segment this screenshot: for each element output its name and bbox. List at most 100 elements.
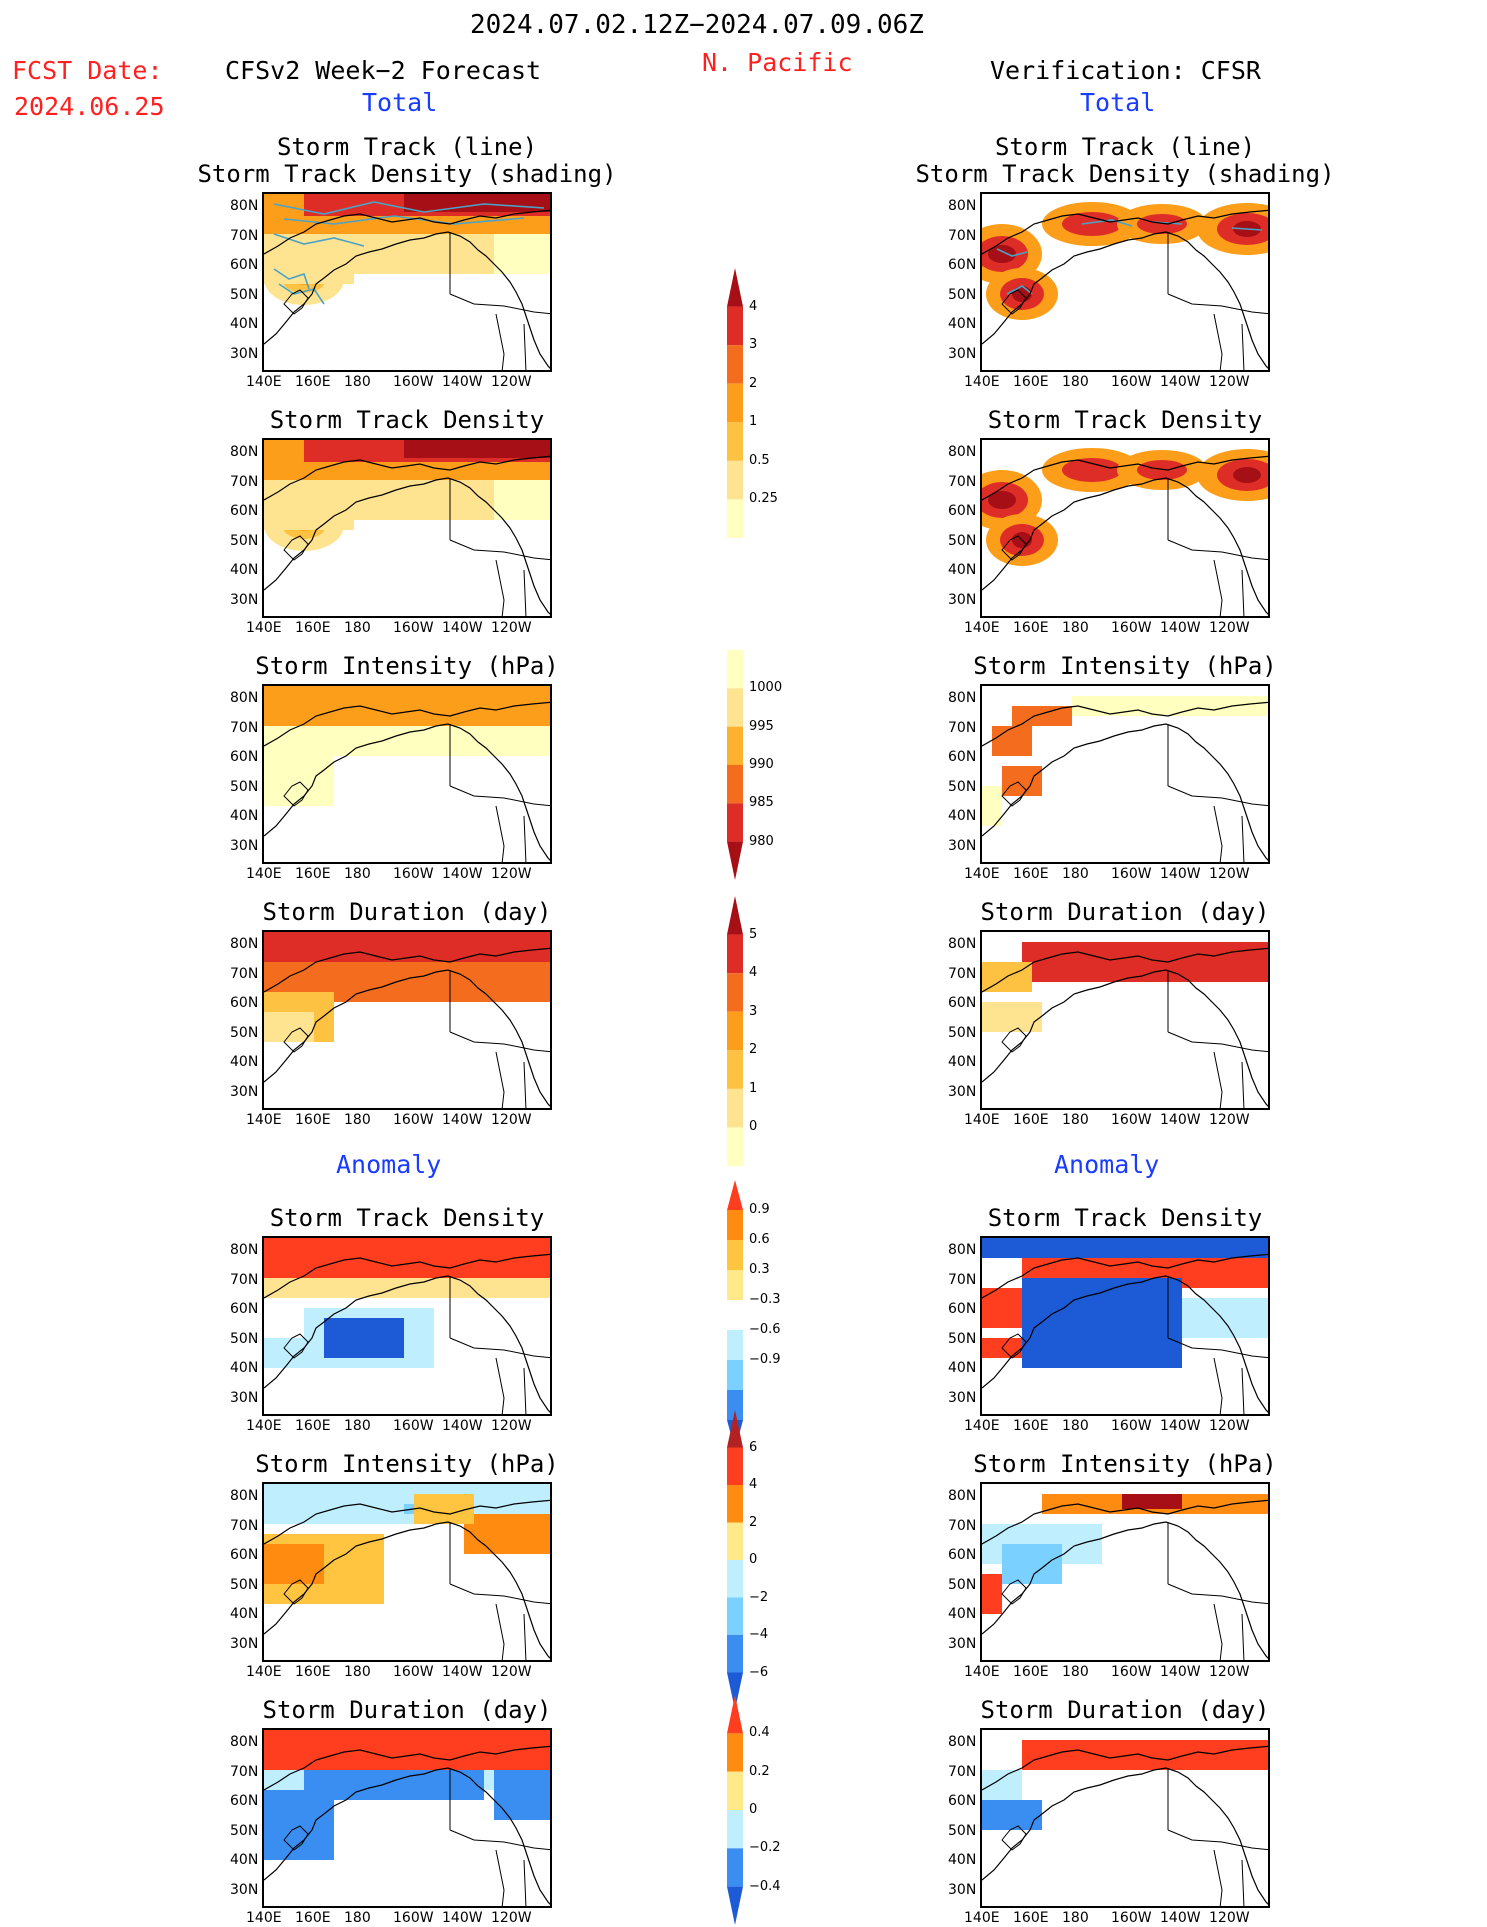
lon-tick-label: 120W: [491, 1112, 532, 1128]
lat-tick-label: 70N: [230, 227, 259, 244]
shading-cell: [464, 1514, 550, 1554]
colorbar-segment: [727, 1210, 743, 1240]
shading-cell: [264, 932, 550, 962]
coastline: [264, 455, 550, 501]
lat-tick-label: 30N: [230, 1635, 259, 1652]
colorbar-segment: [727, 1810, 743, 1849]
coastline: [982, 1499, 1268, 1545]
coastline: [982, 1275, 1268, 1413]
panel-title: Storm Track Density (shading): [197, 160, 617, 188]
map-adensity-verification: [980, 1236, 1270, 1416]
lon-tick-label: 160W: [1111, 374, 1152, 390]
lon-tick-label: 180: [1062, 1418, 1089, 1434]
lon-tick-label: 140W: [442, 374, 483, 390]
storm-track-line: [273, 201, 545, 215]
lat-tick-label: 60N: [230, 1301, 259, 1317]
colorbar-label: −0.3: [749, 1292, 781, 1307]
lon-tick-label: 120W: [491, 620, 532, 636]
coastline: [264, 1253, 550, 1299]
shading-blob: [1233, 467, 1261, 483]
panel-title: Storm Intensity (hPa): [973, 1450, 1277, 1478]
colorbar-label: 2: [749, 375, 758, 391]
coastline: [982, 209, 1268, 255]
colorbar-intensity_total: [727, 650, 743, 880]
lon-tick-label: 160E: [295, 620, 331, 636]
lon-tick-label: 160E: [1013, 1910, 1049, 1926]
shading-cell: [1182, 1298, 1268, 1338]
map-duration-forecast: [262, 930, 552, 1110]
lat-tick-label: 70N: [230, 719, 259, 736]
coastline: [264, 1767, 550, 1905]
lat-tick-label: 70N: [948, 1517, 977, 1534]
shading-cell: [264, 1012, 314, 1042]
panel-title: Storm Track Density: [987, 1204, 1263, 1232]
lat-tick-label: 40N: [948, 808, 977, 824]
political-border: [449, 1522, 550, 1660]
lon-tick-label: 120W: [491, 374, 532, 390]
lon-tick-label: 160W: [393, 1910, 434, 1926]
map-intensity-forecast: [262, 684, 552, 864]
lat-tick-label: 70N: [948, 719, 977, 736]
coastline: [1001, 289, 1027, 315]
panel-title: Storm Duration (day): [980, 1696, 1270, 1724]
colorbar-label: 1: [749, 1080, 758, 1096]
political-border: [449, 478, 550, 616]
map-adensity-forecast: [262, 1236, 552, 1416]
lat-tick-label: 60N: [948, 1301, 977, 1317]
panel-title: Storm Track (line): [994, 133, 1256, 161]
shading-blob: [988, 245, 1016, 263]
lat-tick-label: 60N: [948, 1793, 977, 1809]
lon-tick-label: 140E: [246, 1910, 282, 1926]
coastline: [982, 969, 1268, 1107]
colorbar-segment: [727, 1270, 743, 1300]
lon-tick-label: 160E: [1013, 620, 1049, 636]
colorbar-density_total: [727, 268, 743, 538]
lat-tick-label: 30N: [230, 1881, 259, 1898]
political-border: [1167, 1522, 1268, 1660]
lat-tick-label: 50N: [948, 778, 977, 795]
coastline: [264, 231, 550, 369]
coastline: [283, 289, 309, 315]
shading-cell: [404, 194, 550, 212]
lon-tick-label: 140W: [442, 866, 483, 882]
map-aduration-verification: [980, 1728, 1270, 1908]
panel-title: Storm Duration (day): [262, 1696, 552, 1724]
political-border: [449, 232, 550, 370]
lon-tick-label: 160E: [1013, 866, 1049, 882]
lat-tick-label: 60N: [230, 995, 259, 1011]
colorbar-label: 3: [749, 337, 758, 353]
lat-tick-label: 40N: [230, 1606, 259, 1622]
lat-tick-label: 40N: [230, 1360, 259, 1376]
storm-track-line: [1231, 227, 1263, 231]
panel-title: Storm Track Density: [269, 406, 545, 434]
map-density-verification: [980, 438, 1270, 618]
lon-tick-label: 160E: [295, 1910, 331, 1926]
colorbar-segment: [727, 1771, 743, 1810]
verification-title: Verification: CFSR: [990, 56, 1261, 85]
coastline: [982, 701, 1268, 747]
colorbar-label: −2: [749, 1589, 769, 1605]
storm-track-line: [1006, 285, 1033, 295]
colorbar-segment: [727, 1330, 743, 1360]
lat-tick-label: 60N: [948, 995, 977, 1011]
lon-tick-label: 180: [1062, 1910, 1089, 1926]
shading-cell: [264, 480, 354, 530]
total-label-right: Total: [1080, 88, 1156, 117]
colorbar-label: 985: [749, 795, 774, 811]
lat-tick-label: 80N: [230, 936, 259, 952]
lat-tick-label: 40N: [230, 1054, 259, 1070]
shading-cell: [264, 1278, 550, 1298]
lon-tick-label: 160E: [295, 374, 331, 390]
lon-tick-label: 180: [344, 374, 371, 390]
lon-tick-label: 140E: [964, 1910, 1000, 1926]
map-track-forecast: [262, 192, 552, 372]
colorbar-segment: [727, 1390, 743, 1420]
political-border: [449, 1768, 550, 1906]
lon-tick-label: 140W: [1160, 374, 1201, 390]
shading-cell: [982, 1800, 1042, 1830]
political-border: [1167, 1276, 1268, 1414]
coastline: [264, 947, 550, 993]
storm-track-line: [283, 215, 525, 225]
map-aintensity-verification: [980, 1482, 1270, 1662]
colorbar-arrow-top: [727, 1180, 743, 1210]
